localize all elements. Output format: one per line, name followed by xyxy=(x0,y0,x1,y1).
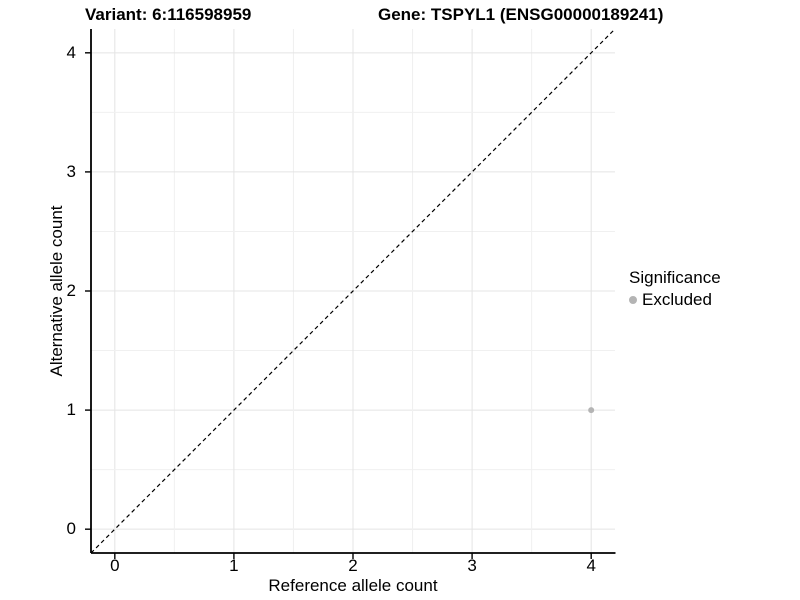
plot-title-variant: Variant: 6:116598959 xyxy=(85,5,252,24)
y-tick-label: 1 xyxy=(66,400,76,420)
plot-title-gene: Gene: TSPYL1 (ENSG00000189241) xyxy=(378,5,664,24)
data-point xyxy=(588,407,595,414)
x-tick-label: 3 xyxy=(467,556,477,575)
legend-point-icon xyxy=(629,296,637,304)
plot-panel xyxy=(85,29,616,559)
identity-reference-line xyxy=(90,29,616,554)
legend-title: Significance xyxy=(629,268,721,287)
y-tick-label: 0 xyxy=(66,519,76,539)
x-tick-label: 0 xyxy=(110,556,120,575)
y-tick-label: 2 xyxy=(66,281,76,300)
x-axis-title: Reference allele count xyxy=(268,576,438,595)
legend-item-excluded: Excluded xyxy=(629,291,721,309)
y-tick-label: 3 xyxy=(66,161,76,181)
x-tick-label: 4 xyxy=(586,556,596,575)
legend: Significance Excluded xyxy=(629,268,721,309)
legend-item-label: Excluded xyxy=(642,290,712,309)
x-tick-label: 2 xyxy=(348,556,358,575)
x-tick-label: 1 xyxy=(229,556,239,575)
y-tick-label: 4 xyxy=(66,42,76,62)
